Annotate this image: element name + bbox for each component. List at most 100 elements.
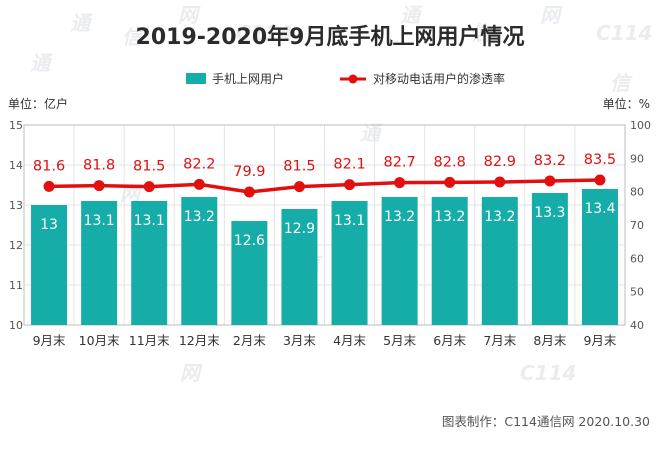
watermark-text: 通 [360, 121, 383, 145]
bar-data-label: 13.1 [134, 213, 165, 229]
line-point [594, 174, 606, 186]
bar-data-label: 13.1 [334, 213, 365, 229]
watermark-text: 信 [470, 21, 493, 45]
bar-data-label: 12.9 [284, 221, 315, 237]
line-point [344, 179, 356, 191]
bar [131, 201, 168, 325]
category-label: 10月末 [79, 333, 120, 348]
watermark-text: 通 [30, 51, 53, 75]
line-point [293, 181, 305, 193]
bar [31, 205, 68, 325]
line-data-label: 82.1 [333, 157, 365, 173]
legend: 手机上网用户 对移动电话用户的渗透率 [186, 71, 505, 86]
right-axis-tick: 60 [630, 252, 644, 265]
line-point [494, 176, 506, 188]
watermark-text: 通 [400, 3, 423, 27]
left-axis-tick: 15 [9, 119, 23, 132]
category-label: 9月末 [583, 333, 616, 348]
category-label: 2月末 [233, 333, 266, 348]
watermark-text: 信 [122, 25, 145, 49]
right-axis-tick: 40 [630, 319, 644, 332]
line-data-label: 81.8 [83, 158, 115, 174]
left-axis-tick: 11 [9, 279, 23, 292]
category-label: 3月末 [283, 333, 316, 348]
line-data-label: 82.9 [484, 154, 516, 170]
line-point [93, 180, 105, 192]
line-series [49, 178, 600, 194]
bar [431, 197, 468, 325]
category-label: 11月末 [129, 333, 170, 348]
bar [331, 201, 368, 325]
watermark-layer: 通信网C114通信网C114通信网C114通信网 [30, 3, 652, 385]
watermark-text: 通 [70, 11, 93, 35]
legend-bar-swatch [186, 73, 206, 84]
bar-data-label: 13.2 [384, 209, 415, 225]
watermark-text: 网 [180, 361, 203, 385]
line-point [43, 180, 55, 192]
bar [231, 221, 268, 325]
plot-frame [23, 124, 626, 326]
category-label: 9月末 [33, 333, 66, 348]
bar-data-label: 13.1 [84, 213, 115, 229]
line-data-label: 82.7 [383, 155, 415, 171]
category-label: 5月末 [383, 333, 416, 348]
category-label: 6月末 [433, 333, 466, 348]
category-label: 12月末 [179, 333, 220, 348]
right-axis-unit: 单位：% [603, 96, 650, 111]
footer-credit: 图表制作：C114通信网 2020.10.30 [442, 414, 650, 429]
right-axis-tick: 90 [630, 152, 644, 165]
bar-data-label: 12.6 [234, 233, 265, 249]
left-axis-tick: 12 [9, 239, 23, 252]
bar-data-label: 13 [40, 217, 58, 233]
right-axis-tick: 80 [630, 186, 644, 199]
chart-title: 2019-2020年9月底手机上网用户情况 [136, 24, 525, 50]
plot-area: 10 11 12 13 14 15 40 50 60 70 80 90 100 13 13.1 13.1 13.… [9, 119, 651, 348]
left-axis-tick: 14 [9, 159, 23, 172]
bar [281, 209, 318, 325]
legend-bar-label: 手机上网用户 [212, 71, 284, 86]
line-data-label: 82.2 [183, 156, 215, 172]
line-data-label: 79.9 [233, 164, 265, 180]
bar-data-label: 13.2 [484, 209, 515, 225]
legend-line-marker [348, 74, 358, 84]
line-point [243, 186, 255, 198]
line-point [394, 177, 406, 189]
left-axis-unit: 单位：亿户 [8, 96, 68, 111]
bar [181, 197, 218, 325]
bar [581, 189, 618, 325]
bar [81, 201, 118, 325]
line-data-label: 83.2 [534, 153, 566, 169]
line-data-label: 81.5 [133, 159, 165, 175]
left-axis-tick: 10 [9, 319, 23, 332]
bar-data-label: 13.3 [534, 205, 565, 221]
watermark-text: 网 [540, 3, 563, 27]
line-data-label: 81.6 [33, 158, 65, 174]
watermark-text: 网 [178, 3, 201, 27]
line-point [544, 175, 556, 187]
right-axis-tick: 100 [630, 119, 651, 132]
left-axis-tick: 13 [9, 199, 23, 212]
category-label: 8月末 [533, 333, 566, 348]
watermark-text: C114 [520, 361, 576, 385]
bar [381, 197, 418, 325]
line-point [444, 176, 456, 188]
line-data-label: 82.8 [434, 154, 466, 170]
right-axis-tick: 50 [630, 286, 644, 299]
bar [531, 193, 568, 325]
bar [481, 197, 518, 325]
line-point [143, 181, 155, 193]
bar-data-label: 13.2 [184, 209, 215, 225]
line-data-label: 83.5 [584, 152, 616, 168]
bar-data-label: 13.2 [434, 209, 465, 225]
category-label: 4月末 [333, 333, 366, 348]
category-label: 7月末 [483, 333, 516, 348]
watermark-text: C114 [236, 21, 292, 45]
watermark-text: 信 [610, 71, 633, 95]
line-data-label: 81.5 [283, 159, 315, 175]
line-point [193, 178, 205, 190]
legend-line-label: 对移动电话用户的渗透率 [373, 71, 505, 86]
watermark-text: C114 [596, 21, 652, 45]
bar-data-label: 13.4 [584, 201, 615, 217]
